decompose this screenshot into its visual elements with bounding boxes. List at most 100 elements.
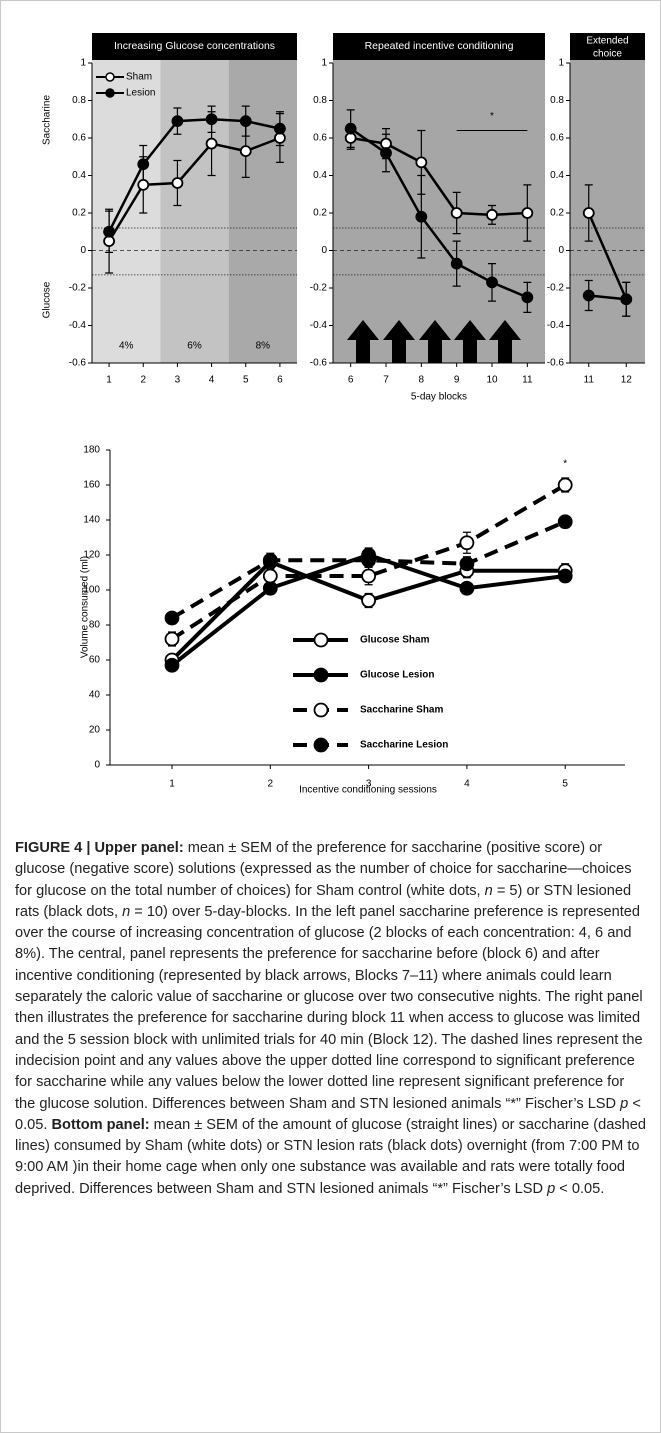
legend-label: Glucose Lesion <box>360 670 434 681</box>
legend-label: Glucose Sham <box>360 635 430 646</box>
caption-run: n <box>122 903 131 920</box>
series-line <box>587 212 628 300</box>
caption-run: p <box>620 1095 629 1112</box>
y-tick-label: 1 <box>321 58 327 69</box>
y-tick-label: 0.2 <box>550 208 564 219</box>
x-tick-label: 2 <box>140 375 146 386</box>
data-point <box>557 477 573 493</box>
y-tick-label: 120 <box>83 550 100 561</box>
data-point <box>582 207 595 219</box>
data-point <box>274 122 286 135</box>
data-point <box>620 293 633 306</box>
y-tick-label: 0.4 <box>313 170 327 181</box>
data-point <box>361 568 377 584</box>
x-tick-label: 1 <box>106 375 112 386</box>
x-tick-label: 1 <box>169 779 175 790</box>
y-tick-label: 20 <box>89 725 101 736</box>
data-point <box>380 147 392 159</box>
data-point <box>459 556 475 572</box>
y-tick-label: 0.8 <box>72 95 86 106</box>
data-point <box>415 210 428 223</box>
y-tick-label: -0.2 <box>547 283 565 294</box>
legend-marker <box>313 702 329 718</box>
legend-label: Lesion <box>126 88 155 99</box>
data-point <box>205 137 218 150</box>
x-tick-label: 6 <box>348 375 354 386</box>
caption-run: < 0.05. <box>15 1095 641 1133</box>
caption-run: FIGURE 4 | Upper panel: <box>15 840 184 856</box>
data-point <box>486 276 498 289</box>
figure-caption: FIGURE 4 | Upper panel: mean ± SEM of th… <box>15 838 647 1200</box>
y-tick-label: 0 <box>558 245 564 256</box>
y-tick-label: 60 <box>89 655 101 666</box>
x-tick-label: 3 <box>175 375 181 386</box>
y-tick-label: 80 <box>89 620 101 631</box>
data-point <box>582 289 595 302</box>
y-tick-label: 0.6 <box>72 133 86 144</box>
y-axis-label: Volume consumed (ml) <box>80 556 91 658</box>
data-point <box>557 568 573 584</box>
y-tick-label: -0.6 <box>310 358 328 369</box>
legend-label: Sham <box>126 72 152 83</box>
y-tick-label: 40 <box>89 690 101 701</box>
plot-background <box>570 33 645 363</box>
x-axis-label: 5-day blocks <box>411 392 467 403</box>
y-tick-label: 160 <box>83 480 100 491</box>
y-tick-label: 0.4 <box>72 170 86 181</box>
y-tick-label: -0.4 <box>310 320 328 331</box>
significance-star: * <box>563 459 567 470</box>
x-tick-label: 7 <box>383 375 389 386</box>
y-tick-label: 0 <box>321 245 327 256</box>
x-tick-label: 3 <box>366 779 372 790</box>
x-axis-label: Incentive conditioning sessions <box>299 785 437 796</box>
y-tick-label: 0.8 <box>313 95 327 106</box>
x-tick-label: 5 <box>243 375 249 386</box>
caption-run: p <box>547 1180 556 1197</box>
y-tick-label: -0.6 <box>69 358 87 369</box>
y-axis-label: Glucose <box>42 281 53 318</box>
band-label: 4% <box>119 341 134 352</box>
y-tick-label: 0 <box>94 760 100 771</box>
y-tick-label: 0.6 <box>550 133 564 144</box>
series-line <box>349 127 528 299</box>
data-point <box>450 207 463 219</box>
legend-marker <box>313 632 329 648</box>
band <box>228 33 297 363</box>
y-tick-label: 0.2 <box>72 208 86 219</box>
y-tick-label: 1 <box>80 58 86 69</box>
x-tick-label: 8 <box>419 375 425 386</box>
data-point <box>171 177 184 189</box>
data-point <box>239 145 252 158</box>
arrow <box>454 320 486 363</box>
x-tick-label: 10 <box>486 375 498 386</box>
data-point <box>521 207 534 219</box>
y-tick-label: -0.6 <box>547 358 565 369</box>
data-point <box>239 115 252 128</box>
significance-star: * <box>490 111 494 122</box>
legend-label: Saccharine Lesion <box>360 740 448 751</box>
data-point <box>103 225 115 238</box>
conditioning-arrows <box>347 320 521 363</box>
band-label: 6% <box>187 341 202 352</box>
figure: 4% 6% 8% Increasing Glucose concentrations -… <box>42 33 645 796</box>
y-tick-label: 1 <box>558 58 564 69</box>
x-tick-label: 9 <box>454 375 460 386</box>
x-tick-label: 11 <box>584 375 595 386</box>
data-point <box>171 115 184 128</box>
caption-run: = 5) or STN lesioned rats (black dots, <box>15 882 632 920</box>
x-tick-label: 2 <box>268 779 274 790</box>
x-tick-label: 6 <box>277 375 283 386</box>
x-tick-label: 4 <box>464 779 470 790</box>
x-tick-label: 11 <box>522 375 533 386</box>
data-point <box>262 568 278 584</box>
caption-run: n <box>484 882 493 899</box>
y-tick-label: -0.4 <box>547 320 565 331</box>
data-point <box>164 610 180 626</box>
data-point <box>521 291 534 304</box>
x-tick-label: 4 <box>209 375 215 386</box>
series-line <box>170 483 567 641</box>
y-tick-label: 100 <box>83 585 100 596</box>
data-point <box>361 552 377 568</box>
data-point <box>486 208 498 221</box>
panel-header <box>333 33 545 60</box>
